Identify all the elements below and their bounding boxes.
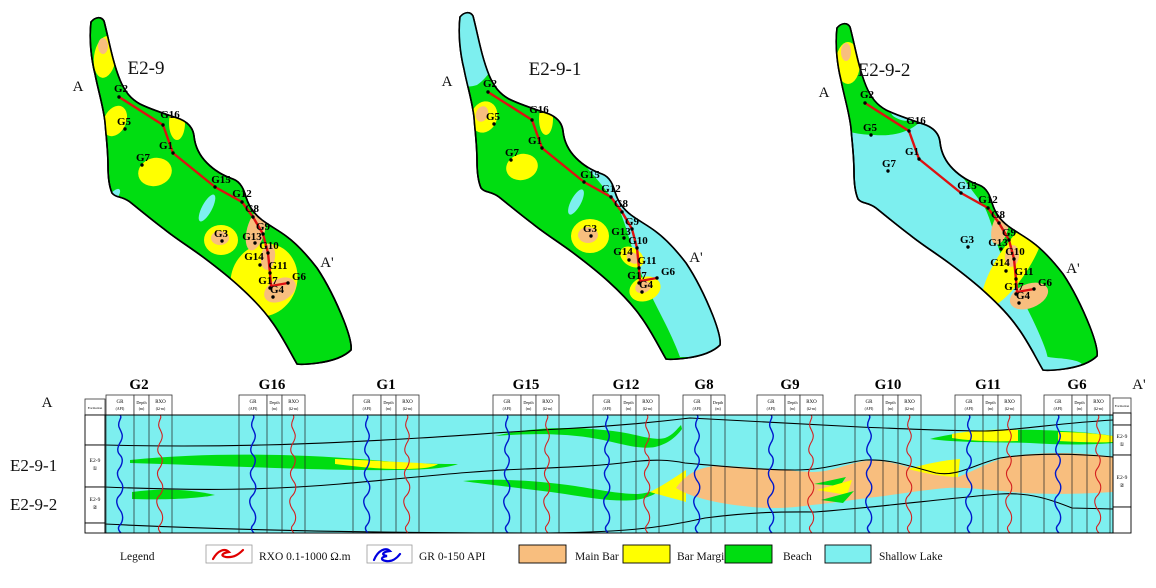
section-well-name: G2 (129, 377, 148, 393)
main-bar-swatch (518, 544, 567, 564)
bar-margin-swatch (622, 544, 671, 564)
row-label-e2-9-2: E2-9-2 (10, 495, 57, 514)
formation-unit-sub: ① (93, 465, 98, 472)
formation-unit-name: E2-9 (90, 497, 101, 503)
formation-column-header: Formation (88, 406, 103, 410)
row-label-e2-9-1: E2-9-1 (10, 456, 57, 475)
cross-section: A A' E2-9-1 E2-9-2 (10, 377, 1146, 534)
map-e2-9-1: E2-9-1 (441, 11, 721, 361)
section-well-name: G6 (1067, 377, 1087, 393)
section-well-name: G16 (259, 377, 286, 393)
section-well-name: G11 (975, 377, 1001, 393)
formation-column-right: Formation E2-9 ① E2-9 ② (1112, 397, 1132, 534)
section-well-name: G9 (780, 377, 799, 393)
well-headers: G2 G16 G1 G15 G12 G8 G9 G10 G11 G6 (105, 377, 1111, 416)
rxo-curve-icon (211, 548, 245, 561)
formation-unit-name: E2-9 (1117, 434, 1128, 440)
formation-unit-sub: ① (1120, 441, 1125, 448)
rxo-curve-swatch-box (205, 544, 253, 564)
map1-title: E2-9 (128, 58, 165, 79)
map3-title: E2-9-2 (858, 60, 911, 81)
main-bar-label: Main Bar (575, 551, 619, 563)
section-well-name: G15 (513, 377, 540, 393)
shallow-lake-label: Shallow Lake (879, 551, 943, 563)
section-frame (104, 414, 1114, 534)
section-endpoint-a-prime-label: A' (1132, 377, 1146, 393)
shallow-lake-swatch (824, 544, 872, 564)
beach-label: Beach (783, 551, 812, 563)
formation-column-left: Formation E2-9 ① E2-9 ② (84, 398, 106, 534)
gr-curve-icon (372, 548, 402, 563)
gr-curve-swatch-box (366, 544, 413, 564)
legend-title: Legend (120, 551, 155, 563)
section-well-name: G12 (613, 377, 640, 393)
section-horizons (104, 417, 1114, 534)
map-e2-9-2: E2-9-2 (818, 22, 1098, 372)
section-well-name: G8 (694, 377, 713, 393)
formation-unit-name: E2-9 (1117, 475, 1128, 481)
formation-unit-sub: ② (93, 504, 98, 511)
map2-title: E2-9-1 (529, 59, 582, 80)
section-well-name: G10 (875, 377, 902, 393)
section-endpoint-a-label: A (42, 395, 53, 411)
section-well-name: G1 (376, 377, 395, 393)
beach-swatch (724, 544, 773, 564)
rxo-curve-label: RXO 0.1-1000 Ω.m (259, 551, 351, 563)
bar-margin-label: Bar Margin (677, 551, 730, 563)
formation-column-header: Formation (1115, 404, 1130, 408)
legend: Legend RXO 0.1-1000 Ω.m GR 0-150 API Mai… (120, 544, 943, 564)
gr-curve-label: GR 0-150 API (419, 551, 486, 563)
formation-unit-sub: ② (1120, 482, 1125, 489)
formation-unit-name: E2-9 (90, 458, 101, 464)
map-e2-9: E2-9 (72, 16, 352, 366)
